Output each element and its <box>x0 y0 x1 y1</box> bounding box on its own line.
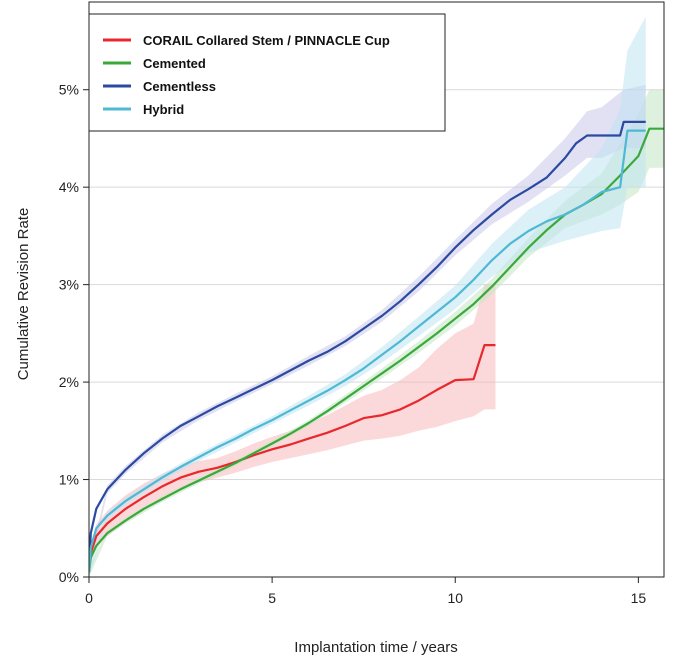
series-line-corail-collared-stem-pinnacle-cup <box>89 344 496 573</box>
plot-frame <box>88 1 665 578</box>
y-tick-label: 5% <box>59 82 79 98</box>
y-tick-label: 1% <box>59 472 79 488</box>
x-tick-label: 15 <box>631 590 647 606</box>
legend-label: Hybrid <box>143 102 184 117</box>
legend: CORAIL Collared Stem / PINNACLE Cup Cemen… <box>88 13 446 132</box>
y-tick-label: 3% <box>59 277 79 293</box>
x-tick-label: 5 <box>268 590 276 606</box>
legend-box <box>88 13 446 132</box>
x-axis-title: Implantation time / years <box>294 639 457 656</box>
band-cementless <box>89 84 646 573</box>
y-tick-label: 0% <box>59 569 79 585</box>
axes: 0% 1% 2% 3% 4% 5% 0 5 10 15 <box>59 82 647 606</box>
x-tick-label: 10 <box>447 590 463 606</box>
series-line-cementless <box>89 120 646 568</box>
legend-label: Cementless <box>143 79 216 94</box>
legend-label: Cemented <box>143 56 206 71</box>
series-line-hybrid <box>89 129 646 573</box>
series-lines <box>89 120 664 573</box>
x-tick-label: 0 <box>85 590 93 606</box>
y-tick-label: 2% <box>59 374 79 390</box>
legend-label: CORAIL Collared Stem / PINNACLE Cup <box>143 33 390 48</box>
y-tick-label: 4% <box>59 179 79 195</box>
y-axis-title: Cumulative Revision Rate <box>15 208 32 381</box>
confidence-bands <box>89 16 664 577</box>
